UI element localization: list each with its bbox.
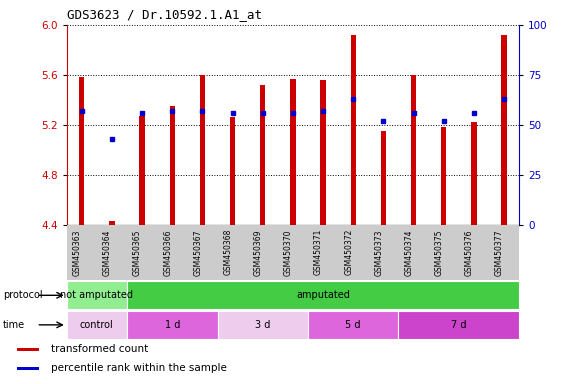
Bar bbox=[17, 367, 39, 370]
Text: GSM450365: GSM450365 bbox=[133, 229, 142, 276]
Text: GSM450377: GSM450377 bbox=[495, 229, 504, 276]
Bar bbox=[230, 118, 235, 225]
Text: 3 d: 3 d bbox=[255, 320, 270, 330]
Bar bbox=[308, 311, 398, 339]
Bar bbox=[169, 106, 175, 225]
Text: GSM450367: GSM450367 bbox=[193, 229, 202, 276]
Bar bbox=[260, 85, 266, 225]
Bar bbox=[290, 79, 296, 225]
Text: GSM450374: GSM450374 bbox=[404, 229, 414, 276]
Text: GDS3623 / Dr.10592.1.A1_at: GDS3623 / Dr.10592.1.A1_at bbox=[67, 8, 262, 21]
Bar bbox=[200, 75, 205, 225]
Text: 1 d: 1 d bbox=[165, 320, 180, 330]
Text: 5 d: 5 d bbox=[346, 320, 361, 330]
Text: GSM450364: GSM450364 bbox=[103, 229, 112, 276]
Text: control: control bbox=[80, 320, 114, 330]
Bar bbox=[350, 35, 356, 225]
Bar bbox=[127, 311, 218, 339]
Bar bbox=[79, 78, 85, 225]
Bar bbox=[320, 80, 326, 225]
Bar bbox=[411, 75, 416, 225]
Bar bbox=[471, 122, 477, 225]
Text: amputated: amputated bbox=[296, 290, 350, 300]
Bar bbox=[501, 35, 507, 225]
Bar bbox=[218, 311, 308, 339]
Text: GSM450371: GSM450371 bbox=[314, 229, 323, 275]
Text: transformed count: transformed count bbox=[50, 344, 148, 354]
Bar bbox=[398, 311, 519, 339]
Text: GSM450375: GSM450375 bbox=[434, 229, 444, 276]
Text: GSM450363: GSM450363 bbox=[72, 229, 82, 276]
Bar bbox=[380, 131, 386, 225]
Text: GSM450366: GSM450366 bbox=[163, 229, 172, 276]
Bar bbox=[67, 311, 127, 339]
Text: protocol: protocol bbox=[3, 290, 42, 300]
Text: GSM450370: GSM450370 bbox=[284, 229, 293, 276]
Bar bbox=[441, 127, 447, 225]
Text: 7 d: 7 d bbox=[451, 320, 466, 330]
Text: GSM450368: GSM450368 bbox=[223, 229, 233, 275]
Text: not amputated: not amputated bbox=[60, 290, 133, 300]
Bar bbox=[67, 281, 127, 309]
Text: GSM450376: GSM450376 bbox=[465, 229, 474, 276]
Bar bbox=[127, 281, 519, 309]
Text: GSM450373: GSM450373 bbox=[374, 229, 383, 276]
Text: time: time bbox=[3, 320, 25, 330]
Bar bbox=[17, 348, 39, 351]
Text: percentile rank within the sample: percentile rank within the sample bbox=[50, 363, 226, 374]
Bar bbox=[139, 116, 145, 225]
Text: GSM450369: GSM450369 bbox=[253, 229, 263, 276]
Bar bbox=[109, 221, 115, 225]
Text: GSM450372: GSM450372 bbox=[344, 229, 353, 275]
